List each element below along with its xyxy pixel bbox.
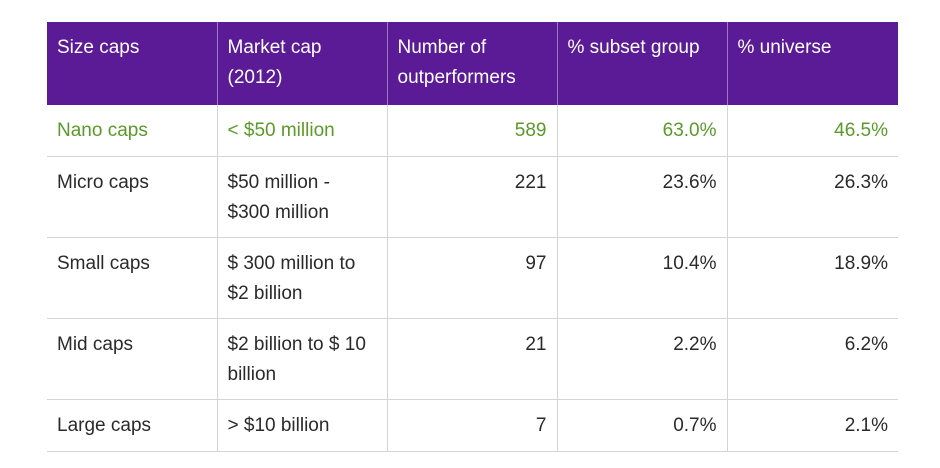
table-row-small-caps: Small caps $ 300 million to $2 billion 9… [47, 237, 898, 319]
cell-outperformers: 221 [386, 156, 557, 238]
header-size-caps: Size caps [47, 22, 217, 105]
cell-outperformers: 97 [386, 237, 557, 319]
table-body: Nano caps < $50 million 589 63.0% 46.5% … [47, 105, 898, 452]
cell-size: Micro caps [47, 156, 217, 238]
cell-size: Large caps [47, 399, 217, 452]
cell-subset: 2.2% [556, 318, 727, 400]
cell-universe: 26.3% [726, 156, 898, 238]
header-number-of-outperformers: Number of outperformers [386, 22, 557, 105]
cell-outperformers: 21 [386, 318, 557, 400]
table-row-mid-caps: Mid caps $2 billion to $ 10 billion 21 2… [47, 318, 898, 400]
cell-size: Small caps [47, 237, 217, 319]
cell-size: Mid caps [47, 318, 217, 400]
cell-outperformers: 7 [386, 399, 557, 452]
cell-outperformers: 589 [386, 105, 557, 157]
cell-subset: 10.4% [556, 237, 727, 319]
market-cap-table: Size caps Market cap (2012) Number of ou… [47, 22, 898, 452]
cell-market-cap: > $10 billion [216, 399, 387, 452]
cell-market-cap: $ 300 million to $2 billion [216, 237, 387, 319]
table-row-micro-caps: Micro caps $50 million - $300 million 22… [47, 156, 898, 238]
table-header: Size caps Market cap (2012) Number of ou… [47, 22, 898, 105]
cell-market-cap: $50 million - $300 million [216, 156, 387, 238]
header-percent-subset-group: % subset group [556, 22, 727, 105]
cell-subset: 23.6% [556, 156, 727, 238]
table-row-large-caps: Large caps > $10 billion 7 0.7% 2.1% [47, 399, 898, 452]
cell-subset: 0.7% [556, 399, 727, 452]
cell-universe: 2.1% [726, 399, 898, 452]
table-row-nano-caps: Nano caps < $50 million 589 63.0% 46.5% [47, 105, 898, 157]
cell-market-cap: $2 billion to $ 10 billion [216, 318, 387, 400]
header-market-cap: Market cap (2012) [216, 22, 387, 105]
cell-universe: 18.9% [726, 237, 898, 319]
cell-size: Nano caps [47, 105, 217, 157]
header-percent-universe: % universe [726, 22, 898, 105]
header-row: Size caps Market cap (2012) Number of ou… [47, 22, 898, 105]
cell-subset: 63.0% [556, 105, 727, 157]
cell-universe: 46.5% [726, 105, 898, 157]
cell-market-cap: < $50 million [216, 105, 387, 157]
cell-universe: 6.2% [726, 318, 898, 400]
